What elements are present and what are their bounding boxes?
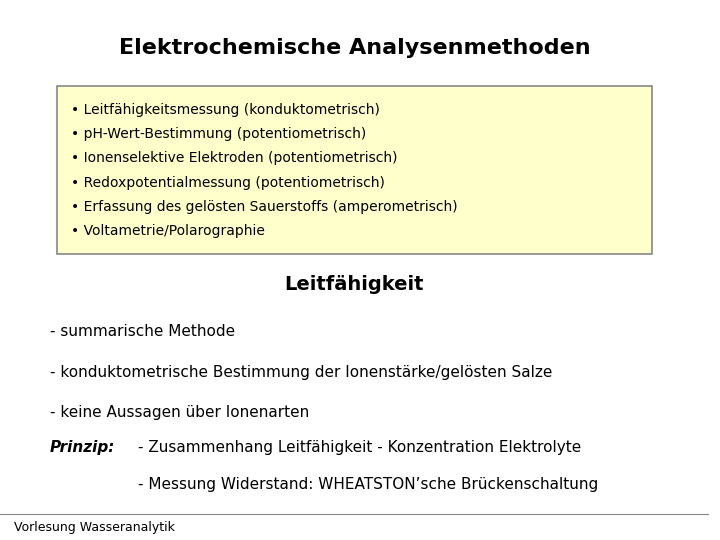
Text: • Redoxpotentialmessung (potentiometrisch): • Redoxpotentialmessung (potentiometrisc… [71, 176, 384, 190]
FancyBboxPatch shape [57, 86, 652, 254]
Text: Vorlesung Wasseranalytik: Vorlesung Wasseranalytik [14, 521, 175, 534]
Text: - Zusammenhang Leitfähigkeit - Konzentration Elektrolyte: - Zusammenhang Leitfähigkeit - Konzentra… [138, 440, 582, 455]
Text: • pH-Wert-Bestimmung (potentiometrisch): • pH-Wert-Bestimmung (potentiometrisch) [71, 127, 366, 141]
Text: - konduktometrische Bestimmung der Ionenstärke/gelösten Salze: - konduktometrische Bestimmung der Ionen… [50, 364, 552, 380]
Text: • Leitfähigkeitsmessung (konduktometrisch): • Leitfähigkeitsmessung (konduktometrisc… [71, 103, 379, 117]
Text: Leitfähigkeit: Leitfähigkeit [284, 275, 424, 294]
Text: Prinzip:: Prinzip: [50, 440, 115, 455]
Text: • Erfassung des gelösten Sauerstoffs (amperometrisch): • Erfassung des gelösten Sauerstoffs (am… [71, 200, 457, 214]
Text: - Messung Widerstand: WHEATSTON’sche Brückenschaltung: - Messung Widerstand: WHEATSTON’sche Brü… [138, 477, 598, 492]
Text: • Voltametrie/Polarographie: • Voltametrie/Polarographie [71, 224, 265, 238]
Text: - summarische Methode: - summarische Methode [50, 324, 235, 339]
Text: • Ionenselektive Elektroden (potentiometrisch): • Ionenselektive Elektroden (potentiomet… [71, 151, 397, 165]
Text: Elektrochemische Analysenmethoden: Elektrochemische Analysenmethoden [119, 38, 590, 58]
Text: - keine Aussagen über Ionenarten: - keine Aussagen über Ionenarten [50, 405, 309, 420]
